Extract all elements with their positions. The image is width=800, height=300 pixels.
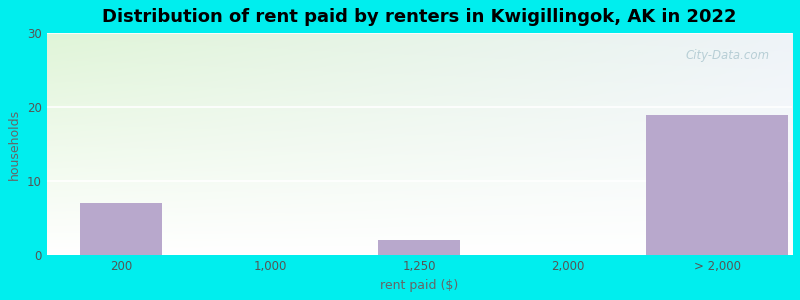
Text: City-Data.com: City-Data.com (685, 49, 770, 62)
Bar (378, 241, 460, 255)
Bar (646, 115, 788, 255)
X-axis label: rent paid ($): rent paid ($) (380, 279, 458, 292)
Y-axis label: households: households (8, 109, 22, 180)
Title: Distribution of rent paid by renters in Kwigillingok, AK in 2022: Distribution of rent paid by renters in … (102, 8, 736, 26)
Bar (80, 203, 162, 255)
